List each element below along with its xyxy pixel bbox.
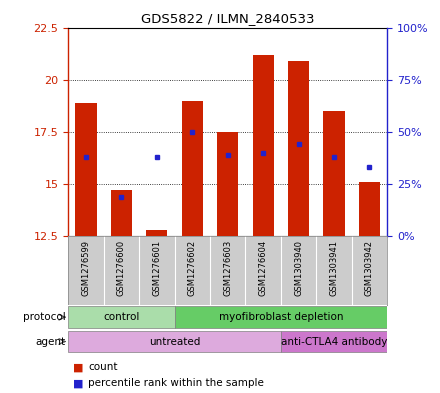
Title: GDS5822 / ILMN_2840533: GDS5822 / ILMN_2840533 [141, 12, 315, 25]
Bar [68, 331, 281, 353]
Bar [68, 306, 175, 328]
Text: anti-CTLA4 antibody: anti-CTLA4 antibody [281, 336, 387, 347]
Text: percentile rank within the sample: percentile rank within the sample [88, 378, 264, 388]
Text: GSM1276601: GSM1276601 [152, 240, 161, 296]
Text: control: control [103, 312, 139, 322]
Text: GSM1276600: GSM1276600 [117, 240, 126, 296]
Bar [75, 103, 96, 236]
Text: ■: ■ [73, 362, 83, 373]
Text: GSM1303941: GSM1303941 [330, 240, 338, 296]
Text: protocol: protocol [23, 312, 66, 322]
Text: GSM1276599: GSM1276599 [81, 240, 91, 296]
Text: ■: ■ [73, 378, 83, 388]
Bar [253, 55, 274, 236]
Text: GSM1276603: GSM1276603 [223, 240, 232, 296]
Text: untreated: untreated [149, 336, 200, 347]
Text: GSM1303942: GSM1303942 [365, 240, 374, 296]
Bar [288, 61, 309, 236]
Bar [323, 111, 345, 236]
Bar [281, 331, 387, 353]
Bar [111, 190, 132, 236]
Bar [217, 132, 238, 236]
Bar [146, 230, 168, 236]
Text: GSM1276602: GSM1276602 [188, 240, 197, 296]
Text: GSM1276604: GSM1276604 [259, 240, 268, 296]
Bar [175, 306, 387, 328]
Text: agent: agent [36, 336, 66, 347]
Text: myofibroblast depletion: myofibroblast depletion [219, 312, 343, 322]
Text: GSM1303940: GSM1303940 [294, 240, 303, 296]
Text: count: count [88, 362, 117, 373]
Bar [359, 182, 380, 236]
Bar [182, 101, 203, 236]
